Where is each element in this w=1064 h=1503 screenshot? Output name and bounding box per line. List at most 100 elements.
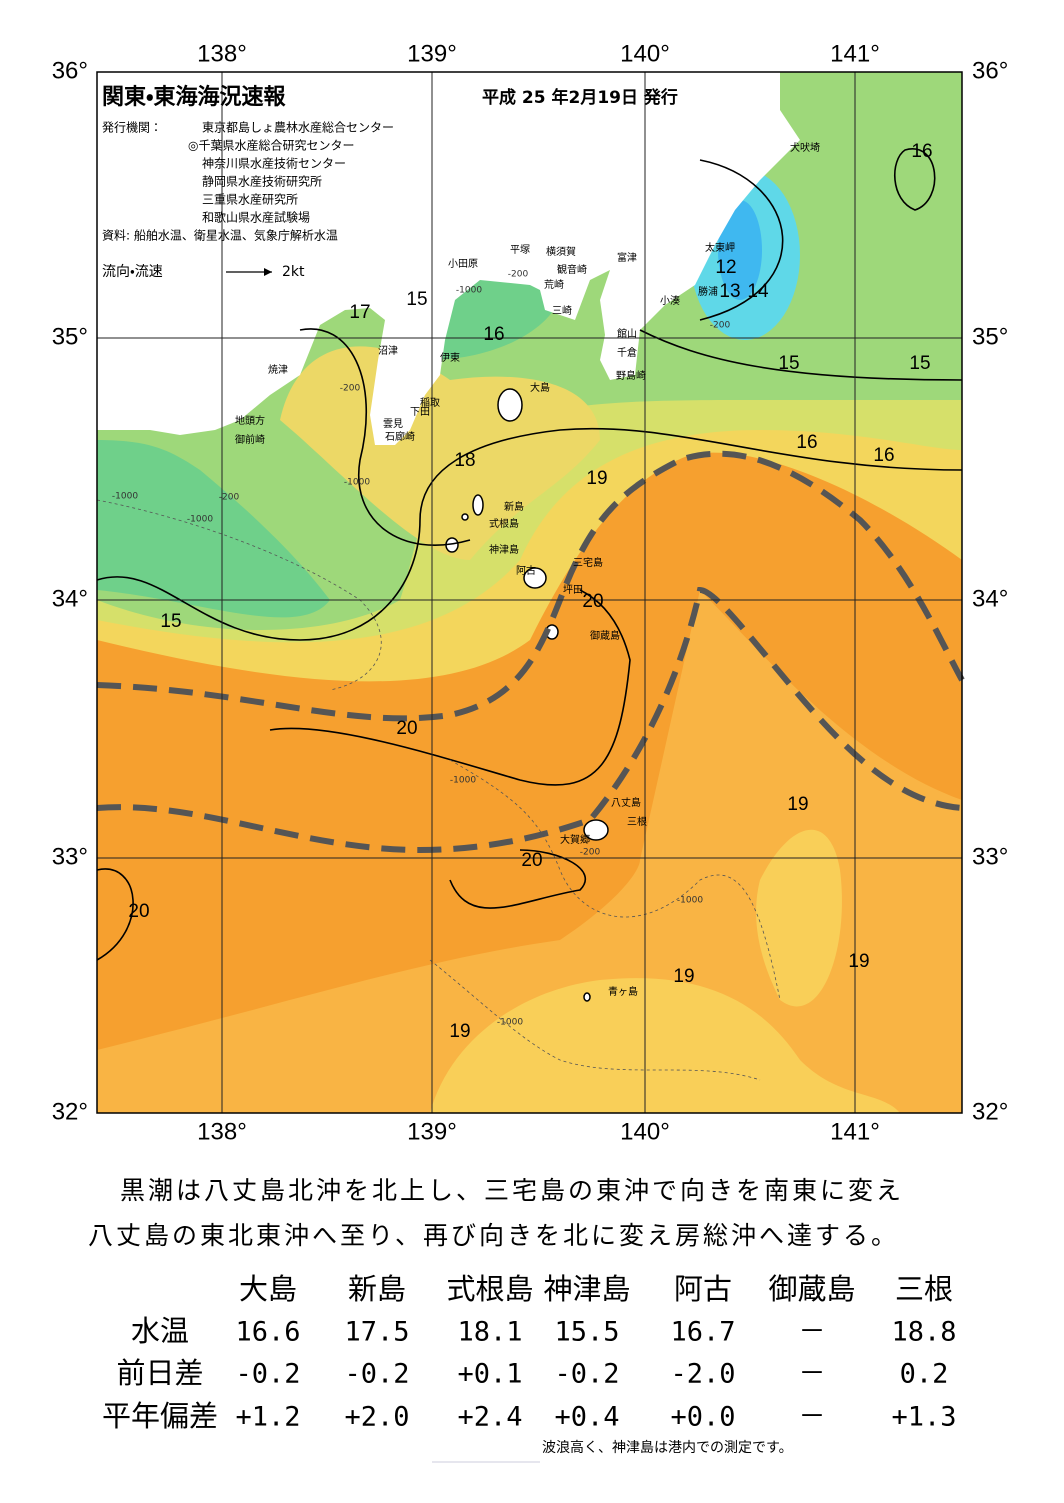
place-name: 御前崎 — [235, 433, 265, 446]
place-name: 雲見 — [383, 418, 403, 430]
latitude-label: 32° — [52, 1098, 88, 1125]
place-name: 館山 — [617, 327, 637, 340]
place-name: 大島 — [530, 381, 550, 394]
flow-legend-unit: 2kt — [282, 264, 305, 280]
isotherm-label: 19 — [848, 951, 869, 972]
kuroshio-edge — [96, 450, 965, 722]
isotherm-label: 20 — [128, 901, 149, 922]
isotherm-label: 20 — [521, 850, 542, 871]
table-cell: － — [799, 1402, 826, 1433]
sea-zone — [97, 440, 330, 618]
depth-label: -200 — [219, 493, 240, 503]
isotherm — [639, 329, 963, 381]
islands — [445, 388, 609, 1002]
isotherm-label: 19 — [673, 966, 694, 987]
isotherm-label: 15 — [909, 353, 930, 374]
place-name: 神津島 — [489, 543, 519, 556]
place-name: 稲取 — [420, 397, 440, 409]
island — [461, 513, 469, 521]
isotherm — [96, 427, 963, 641]
island — [523, 567, 547, 589]
place-name: 三根 — [627, 815, 647, 828]
data-source: 資料: 船舶水温、衛星水温、気象庁解析水温 — [102, 228, 338, 243]
table-cell: 0.2 — [900, 1359, 949, 1390]
place-name: 荒崎 — [544, 278, 564, 291]
longitude-label: 141° — [830, 1118, 880, 1145]
place-name: 大賀郷 — [560, 833, 590, 846]
place-name: 太東岬 — [705, 241, 735, 254]
kuroshio-edge — [96, 586, 963, 854]
depth-label: -1000 — [187, 515, 213, 525]
place-name: 小湊 — [660, 294, 680, 307]
latitude-label: 35° — [972, 323, 1008, 350]
latitude-label: 32° — [972, 1098, 1008, 1125]
longitude-label: 139° — [407, 1118, 457, 1145]
depth-label: -1000 — [112, 492, 138, 502]
row-label: 平年偏差 — [102, 1399, 218, 1433]
isotherm — [699, 159, 784, 321]
table-cell: 16.7 — [670, 1317, 735, 1348]
place-name: 横須賀 — [546, 245, 576, 258]
table-cell: +1.3 — [891, 1402, 956, 1433]
place-name: 焼津 — [268, 364, 288, 376]
isotherm-label: 15 — [160, 611, 181, 632]
isotherm-label: 19 — [449, 1021, 470, 1042]
table-header: 御蔵島 — [768, 1272, 855, 1306]
isotherm-label: 16 — [911, 141, 932, 162]
table-cell: 18.1 — [457, 1317, 522, 1348]
depth-label: -1000 — [677, 896, 703, 906]
row-label: 水温 — [131, 1314, 189, 1348]
table-cell: -0.2 — [235, 1359, 300, 1390]
island — [472, 494, 484, 516]
isotherm-label: 15 — [778, 353, 799, 374]
flow-legend-label: 流向・流速 — [102, 264, 163, 280]
depth-contour — [96, 499, 382, 691]
island — [583, 992, 591, 1002]
depth-label: -200 — [710, 321, 731, 331]
latitude-label: 36° — [972, 57, 1008, 84]
longitude-label: 140° — [620, 40, 670, 67]
island — [497, 388, 523, 422]
issuer: 東京都島しょ農林水産総合センター — [202, 120, 394, 135]
isotherm — [299, 328, 471, 546]
table-cell: -2.0 — [670, 1359, 735, 1390]
isotherm-label: 17 — [349, 302, 370, 323]
issue-date: 平成 25 年2月19日 発行 — [482, 87, 678, 108]
place-name: 野島崎 — [616, 369, 646, 382]
latitude-label: 35° — [52, 323, 88, 350]
depth-contour — [449, 759, 781, 1001]
longitude-label: 141° — [830, 40, 880, 67]
latitude-label: 33° — [972, 843, 1008, 870]
longitude-label: 138° — [197, 1118, 247, 1145]
table-cell: +0.1 — [457, 1359, 522, 1390]
place-name: 千倉 — [617, 347, 637, 359]
table-cell: 16.6 — [235, 1317, 300, 1348]
issuer: 和歌山県水産試験場 — [202, 210, 310, 225]
isotherm-label: 20 — [582, 591, 603, 612]
table-cell: +0.0 — [670, 1402, 735, 1433]
map-title: 関東・東海海況速報 — [102, 84, 286, 110]
map-body — [96, 71, 965, 1114]
place-name: 小田原 — [448, 258, 478, 270]
map-frame — [96, 71, 963, 1114]
isotherm-label: 16 — [873, 445, 894, 466]
graticule — [97, 72, 962, 1113]
longitude-label: 139° — [407, 40, 457, 67]
table-cell: － — [799, 1317, 826, 1348]
isotherm-label: 19 — [787, 794, 808, 815]
depth-label: -1000 — [344, 478, 370, 488]
table-cell: +1.2 — [235, 1402, 300, 1433]
table-cell: 18.8 — [891, 1317, 956, 1348]
isotherm — [96, 868, 134, 961]
table-cell: +2.4 — [457, 1402, 522, 1433]
place-name: 地頭方 — [235, 414, 265, 427]
table-header: 新島 — [348, 1272, 406, 1306]
place-name: 新島 — [504, 500, 524, 513]
table-cell: 15.5 — [554, 1317, 619, 1348]
place-name: 勝浦 — [698, 285, 718, 298]
isotherm-label: 18 — [454, 450, 475, 471]
place-name: 石廊崎 — [385, 430, 415, 443]
table-cell: － — [799, 1359, 826, 1390]
table-cell: +0.4 — [554, 1402, 619, 1433]
